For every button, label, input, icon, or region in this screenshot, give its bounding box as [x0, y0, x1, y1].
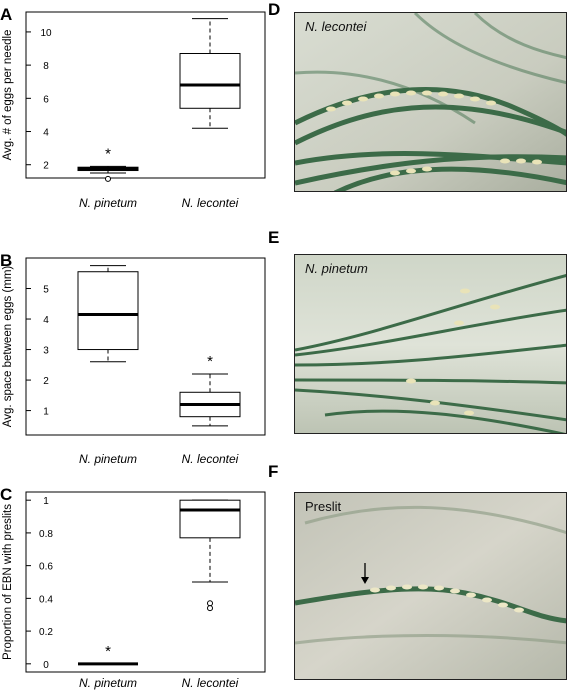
y-tick-label: 1 — [43, 496, 49, 507]
box-n-lecontei — [179, 499, 241, 612]
box-n-pinetum: * — [77, 145, 139, 182]
y-tick-label: 0.6 — [39, 562, 53, 573]
photo-caption-e: N. pinetum — [305, 261, 368, 276]
x-category-label: N. lecontei — [182, 676, 239, 690]
photo-panel-e: N. pinetum — [294, 254, 567, 434]
y-tick-label: 0.2 — [39, 627, 53, 638]
panel-label-f: F — [268, 462, 279, 481]
x-category-label: N. pinetum — [79, 452, 137, 466]
outlier-point — [207, 605, 213, 612]
box-iqr — [179, 53, 241, 109]
box-n-pinetum — [77, 265, 139, 363]
y-tick-label: 0.4 — [39, 594, 53, 605]
box-n-pinetum: * — [78, 643, 138, 666]
y-tick-label: 2 — [43, 376, 49, 387]
x-category-label: N. pinetum — [79, 676, 137, 690]
significance-asterisk: * — [105, 643, 111, 660]
chart-panel-a: A Avg. # of eggs per needle 2 4 6 8 10 N. pinet… — [0, 5, 266, 210]
y-axis-label: Avg. # of eggs per needle — [2, 30, 14, 161]
needle-photo-f — [295, 493, 566, 679]
significance-asterisk: * — [105, 145, 111, 162]
needle-photo-d — [295, 13, 566, 191]
y-tick-label: 5 — [43, 285, 49, 296]
photo-caption-d: N. lecontei — [305, 19, 367, 34]
panel-label-e: E — [268, 228, 280, 247]
outlier-point — [207, 600, 213, 607]
y-tick-label: 0.8 — [39, 529, 53, 540]
y-tick-label: 4 — [43, 128, 49, 139]
plot-frame — [25, 491, 266, 673]
panel-label: A — [0, 5, 12, 24]
y-tick-label: 2 — [43, 161, 49, 172]
y-tick-label: 1 — [43, 407, 49, 418]
panel-label: B — [0, 251, 12, 270]
x-category-label: N. pinetum — [79, 196, 137, 210]
x-category-label: N. lecontei — [182, 196, 239, 210]
y-tick-label: 10 — [40, 28, 52, 39]
outlier-point — [105, 175, 111, 182]
y-axis-label: Avg. space between eggs (mm) — [2, 266, 14, 428]
y-tick-label: 6 — [43, 94, 49, 105]
panel-label-d: D — [268, 0, 281, 19]
photo-panel-d: N. lecontei — [294, 12, 567, 192]
box-iqr — [179, 499, 241, 539]
panel-label: C — [0, 485, 12, 504]
x-category-label: N. lecontei — [182, 452, 239, 466]
y-tick-label: 0 — [43, 660, 49, 671]
plot-frame — [25, 257, 266, 436]
box-n-lecontei: * — [179, 353, 241, 427]
photo-caption-f: Preslit — [305, 499, 342, 514]
y-tick-label: 3 — [43, 346, 49, 357]
photo-panel-f: Preslit — [294, 492, 567, 680]
arrow-icon — [361, 563, 369, 584]
box-iqr — [77, 271, 139, 351]
y-axis-label: Proportion of EBN with preslits — [2, 504, 14, 660]
plot-frame — [25, 11, 266, 179]
needle-photo-e — [295, 255, 566, 433]
y-tick-label: 8 — [43, 61, 49, 72]
significance-asterisk: * — [207, 353, 213, 370]
box-n-lecontei — [179, 18, 241, 129]
y-tick-label: 4 — [43, 315, 49, 326]
